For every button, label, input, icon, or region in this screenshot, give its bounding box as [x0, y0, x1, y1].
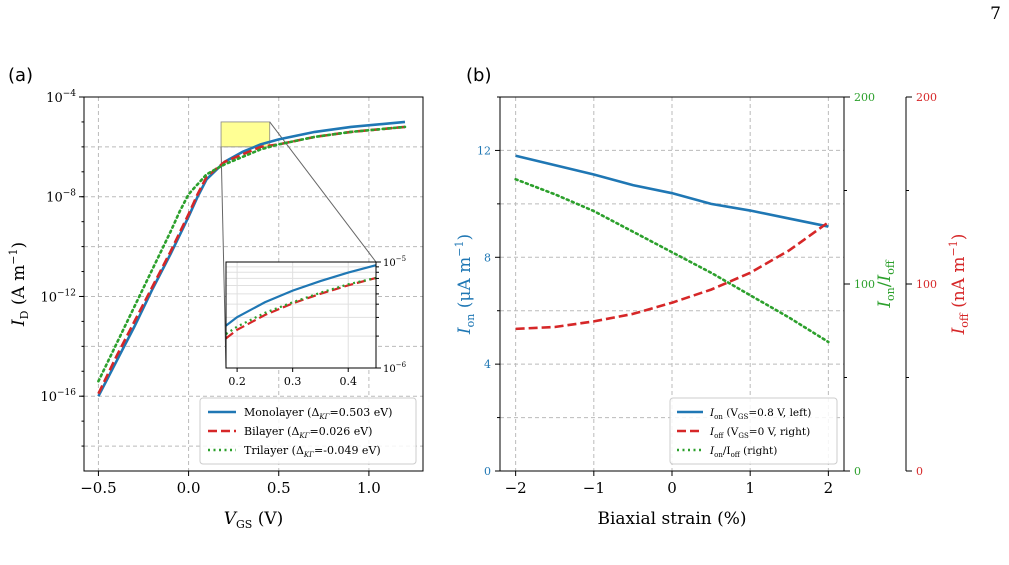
series-line-b-ion	[515, 154, 829, 228]
inset-x-tick-label: 0.4	[339, 375, 357, 388]
x-tick-label-a: −0.5	[80, 479, 116, 497]
y-axis-label-left: Ion (μA m−1)	[453, 234, 477, 335]
y-tick-label-left: 0	[484, 465, 491, 478]
x-tick-label-a: 0.0	[177, 479, 201, 497]
x-tick-label-b: −1	[583, 479, 605, 497]
panel-a-label: (a)	[8, 65, 33, 86]
inset-series-line-0	[225, 264, 377, 327]
inset-x-tick-label: 0.2	[228, 375, 246, 388]
y-axis-label-right: Ioff (nA m−1)	[947, 234, 971, 336]
inset-y-tick-label: 10−5	[383, 255, 406, 269]
inset-frame	[225, 261, 377, 369]
series-line-b-ion-ioff	[514, 177, 830, 344]
y-axis-label-a: ID (A m−1)	[7, 242, 31, 327]
legend-a	[199, 397, 417, 465]
legend-b-entry-1: Ioff (VGS=0 V, right)	[709, 426, 810, 440]
y-tick-label-a: 10−4	[46, 89, 76, 106]
x-tick-label-a: 0.5	[267, 479, 291, 497]
zoom-box	[220, 121, 271, 148]
y-tick-label-left: 8	[484, 251, 491, 264]
legend-b-entry-0: Ion (VGS=0.8 V, left)	[709, 407, 811, 421]
legend-b-entry-2: Ion/Ioff (right)	[709, 445, 777, 459]
y-axis-label-mid: Ion/Ioff	[875, 259, 897, 309]
inset-series-line-2	[225, 276, 377, 335]
x-tick-label-b: 2	[824, 479, 834, 497]
y-tick-label-a: 10−16	[40, 388, 76, 405]
x-axis-label-a: VGS (V)	[224, 509, 284, 531]
y-tick-label-mid: 0	[854, 465, 861, 478]
zoom-connector-left	[220, 146, 227, 369]
x-tick-label-b: −2	[505, 479, 527, 497]
panel-a-frame	[83, 96, 424, 472]
legend-b	[669, 397, 838, 465]
zoom-connector-right	[269, 121, 377, 263]
x-axis-label-b: Biaxial strain (%)	[597, 509, 746, 529]
y-tick-label-left: 12	[477, 144, 491, 157]
legend-a-entry-monolayer: Monolayer (ΔKΓ=0.503 eV)	[244, 406, 392, 421]
y-tick-label-a: 10−8	[46, 189, 76, 206]
inset-x-tick-label: 0.3	[284, 375, 302, 388]
inset-y-tick-label: 10−6	[383, 361, 407, 375]
y-tick-label-left: 4	[484, 358, 491, 371]
inset-bg	[226, 262, 376, 368]
series-line-b-ioff	[515, 221, 830, 331]
x-tick-label-a: 1.0	[357, 479, 381, 497]
series-line-trilayer	[97, 125, 407, 383]
legend-a-entry-trilayer: Trilayer (ΔKΓ=-0.049 eV)	[244, 444, 381, 459]
y-tick-label-mid: 200	[854, 91, 875, 104]
legend-a-entry-bilayer: Bilayer (ΔKΓ=0.026 eV)	[244, 425, 372, 440]
x-tick-label-b: 1	[745, 479, 755, 497]
y-tick-label-right: 200	[916, 91, 937, 104]
y-tick-label-right: 0	[916, 465, 923, 478]
page-number: 7	[990, 4, 1001, 24]
series-line-bilayer	[97, 125, 406, 395]
panel-b-label: (b)	[466, 65, 491, 86]
y-tick-label-mid: 100	[854, 278, 875, 291]
y-tick-label-right: 100	[916, 278, 937, 291]
x-tick-label-b: 0	[667, 479, 677, 497]
y-tick-label-a: 10−12	[40, 288, 76, 305]
